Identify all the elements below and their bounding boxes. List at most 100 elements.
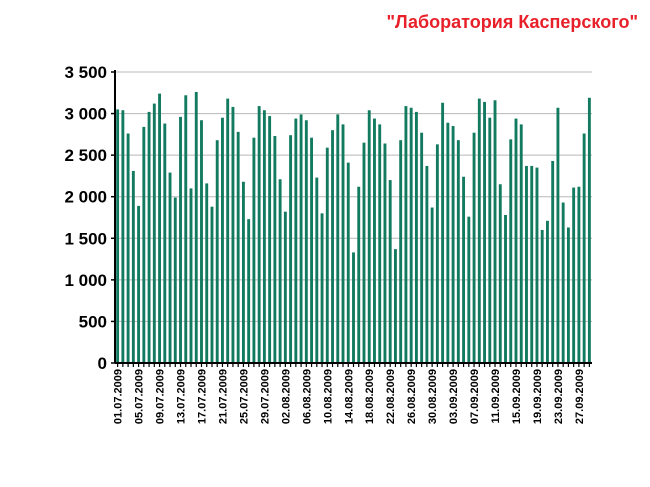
bar [247, 219, 251, 363]
bar [488, 117, 492, 363]
x-tick-label: 22.08.2009 [385, 369, 397, 424]
bar [367, 110, 371, 363]
x-tick-label: 23.09.2009 [553, 369, 565, 424]
bar [152, 103, 156, 363]
bar [168, 172, 172, 363]
bar [388, 180, 392, 363]
bar [572, 187, 576, 363]
bar [158, 93, 161, 364]
bar [362, 142, 366, 363]
bar [252, 137, 256, 363]
bar [582, 133, 586, 363]
y-tick-label: 1 500 [64, 229, 107, 248]
x-tick-label: 26.08.2009 [406, 369, 418, 424]
bar [273, 136, 277, 363]
bar [257, 106, 261, 364]
bar [341, 124, 345, 363]
bar [430, 207, 434, 363]
bar [231, 106, 235, 364]
bar [483, 101, 486, 363]
bar [556, 107, 560, 363]
bar [215, 140, 219, 363]
bar [131, 170, 135, 363]
bar [514, 118, 518, 363]
bar [236, 131, 240, 363]
y-tick-label: 3 500 [64, 63, 107, 82]
bar [142, 126, 146, 363]
bar [525, 165, 528, 363]
x-tick-label: 06.08.2009 [301, 369, 313, 424]
bar [205, 183, 209, 363]
bar [336, 114, 340, 363]
bar [435, 144, 439, 363]
bar [519, 124, 523, 363]
bar [409, 107, 413, 363]
bar [331, 130, 334, 363]
bar [540, 229, 544, 363]
x-tick-label: 15.09.2009 [511, 369, 523, 424]
bar [278, 179, 282, 363]
bar [456, 140, 460, 363]
bar [425, 165, 429, 363]
bar [383, 143, 387, 363]
bar [393, 249, 397, 363]
bar [399, 140, 403, 363]
x-axis-ticks: 01.07.2009 05.07.2009 09.07.2009 13.07.2009… [113, 363, 590, 424]
bar [226, 98, 230, 363]
bar [498, 184, 502, 363]
x-tick-label: 30.08.2009 [427, 369, 439, 424]
bar [477, 98, 481, 363]
bar [551, 160, 555, 363]
x-tick-label: 14.08.2009 [343, 369, 355, 424]
bar [315, 177, 319, 363]
bar [378, 124, 382, 363]
bar [262, 110, 266, 363]
y-tick-label: 3 000 [64, 105, 107, 124]
bar [310, 137, 314, 363]
bar [268, 116, 272, 364]
x-tick-label: 29.07.2009 [259, 369, 271, 424]
bar [472, 132, 476, 363]
bar [163, 123, 167, 363]
x-tick-label: 19.09.2009 [532, 369, 544, 424]
y-tick-label: 500 [79, 312, 107, 331]
bar [304, 120, 308, 363]
bar [241, 181, 245, 363]
bar [509, 139, 513, 363]
bar [346, 162, 350, 363]
x-tick-label: 10.08.2009 [322, 369, 334, 424]
bar [451, 126, 455, 364]
bar [467, 216, 471, 363]
bar [404, 106, 408, 364]
bar [126, 133, 130, 363]
bar [320, 213, 324, 363]
bar [441, 102, 445, 364]
x-tick-label: 17.07.2009 [196, 369, 208, 424]
bar [299, 114, 303, 363]
chart-title: "Лаборатория Касперского" [386, 12, 638, 32]
y-tick-label: 1 000 [64, 271, 107, 290]
bar [566, 227, 570, 363]
bar [373, 118, 376, 363]
x-tick-label: 05.07.2009 [134, 369, 146, 424]
x-tick-label: 11.09.2009 [490, 369, 502, 423]
y-tick-label: 2 000 [64, 188, 107, 207]
bar [535, 167, 539, 363]
bar [121, 110, 125, 363]
x-tick-label: 01.07.2009 [113, 369, 125, 424]
x-tick-label: 25.07.2009 [238, 369, 250, 424]
bar [546, 220, 549, 363]
x-tick-label: 27.09.2009 [574, 369, 586, 424]
bar [147, 111, 151, 363]
bar [210, 206, 214, 363]
x-tick-label: 21.07.2009 [217, 369, 229, 424]
y-axis-ticks: 0 500 1 000 1 500 2 000 2 500 3 000 3 500 [64, 63, 115, 373]
bar [200, 120, 203, 363]
bar [294, 118, 298, 363]
bar [179, 116, 182, 363]
x-tick-label: 07.09.2009 [469, 369, 481, 424]
x-tick-label: 02.08.2009 [280, 369, 292, 424]
x-tick-label: 13.07.2009 [176, 369, 188, 424]
bar [137, 205, 141, 363]
